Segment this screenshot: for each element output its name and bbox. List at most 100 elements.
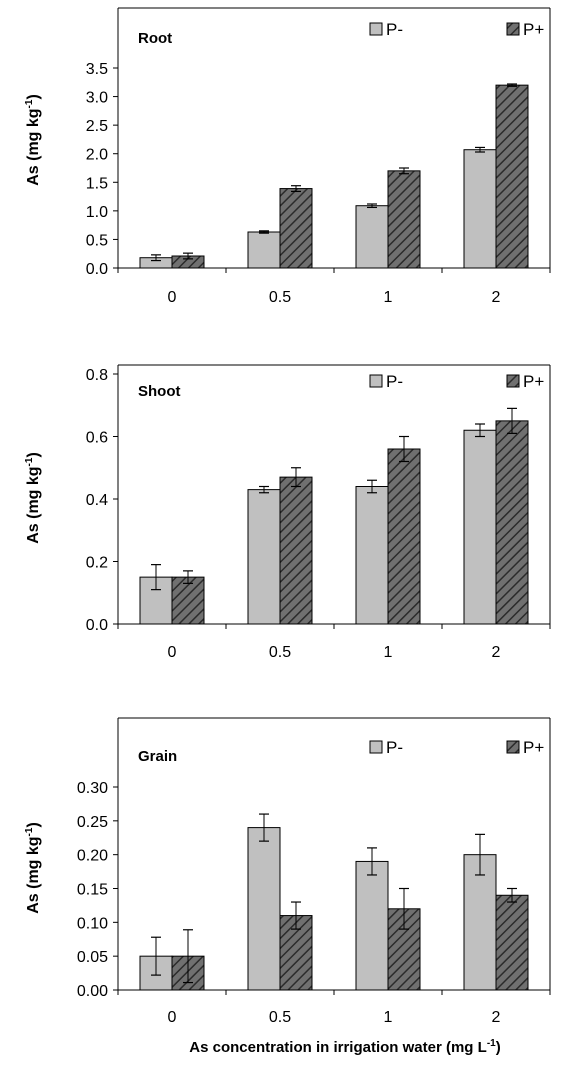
x-tick-label: 0.5 [269, 1009, 291, 1026]
y-axis-label: As (mg kg-1) [24, 452, 42, 544]
bar-pplus-2 [495, 84, 529, 269]
y-axis-label-sup: -1 [24, 457, 35, 466]
bar-pminus-2 [463, 149, 497, 269]
legend-item-p-plus: P+ [506, 20, 544, 39]
x-tick-label: 2 [492, 289, 501, 306]
bar-pplus-2 [495, 420, 529, 625]
error-bar [399, 167, 409, 175]
error-bar [291, 467, 301, 488]
x-axis-label: As concentration in irrigation water (mg… [189, 1038, 500, 1056]
legend-label: P+ [523, 20, 544, 39]
legend-swatch [369, 374, 383, 388]
error-bar [259, 230, 269, 234]
legend-item-p-minus: P- [369, 738, 403, 757]
y-tick-label: 0.05 [77, 949, 108, 966]
y-tick-label: 0.8 [86, 367, 108, 384]
legend-item-p-minus: P- [369, 372, 403, 391]
legend-swatch [506, 22, 520, 36]
bar-pminus-0.5 [247, 827, 281, 991]
panel-title: Grain [138, 748, 177, 765]
bar-pminus-1 [355, 205, 389, 269]
y-axis-label-end: ) [25, 822, 42, 827]
y-tick-label: 0.2 [86, 555, 108, 572]
bar-pminus-2 [463, 854, 497, 991]
x-tick-label: 1 [384, 1009, 393, 1026]
legend-item-p-minus: P- [369, 20, 403, 39]
bar-pplus-1 [387, 448, 421, 625]
error-bar [291, 901, 301, 930]
legend-swatch [506, 374, 520, 388]
error-bar [475, 146, 485, 153]
error-bar [183, 929, 193, 984]
x-tick-label: 0 [168, 289, 177, 306]
error-bar [507, 407, 517, 434]
bar-pminus-2 [463, 429, 497, 625]
error-bar [367, 203, 377, 209]
bar-pminus-0.5 [247, 489, 281, 625]
y-tick-label: 0.15 [77, 882, 108, 899]
x-tick-label: 0.5 [269, 289, 291, 306]
bar-pplus-1 [387, 170, 421, 269]
y-axis-label-end: ) [25, 94, 42, 99]
y-axis-label: As (mg kg-1) [24, 822, 42, 914]
chart-panel-shoot: 0.0 0.2 0.4 0.6 0.8 0 0.5 1 2 Shoot P- P+ As (mg kg-… [24, 364, 551, 661]
x-tick-label: 0.5 [269, 644, 291, 661]
legend-swatch [369, 22, 383, 36]
y-axis-label-sup: -1 [24, 99, 35, 108]
error-bar [507, 887, 517, 903]
error-bar [183, 252, 193, 260]
x-tick-label: 2 [492, 1009, 501, 1026]
y-tick-label: 0.25 [77, 814, 108, 831]
error-bar [151, 936, 161, 976]
legend-swatch [506, 740, 520, 754]
bar-pplus-0 [171, 576, 205, 625]
y-tick-label: 0.5 [86, 232, 108, 249]
y-tick-label: 0.4 [86, 492, 108, 509]
y-axis-label-sup: -1 [24, 827, 35, 836]
x-tick-label: 2 [492, 644, 501, 661]
bar-pplus-0.5 [279, 476, 313, 625]
y-tick-label: 1.0 [86, 204, 108, 221]
error-bar [367, 847, 377, 876]
y-tick-label: 0.30 [77, 780, 108, 797]
bar-pplus-2 [495, 894, 529, 991]
legend-label: P+ [523, 738, 544, 757]
y-axis-label-main: As (mg kg [25, 466, 42, 543]
x-tick-label: 1 [384, 289, 393, 306]
error-bar [259, 485, 269, 494]
legend-item-p-plus: P+ [506, 738, 544, 757]
legend-label: P- [386, 20, 403, 39]
y-tick-label: 1.5 [86, 175, 108, 192]
error-bar [507, 83, 517, 87]
bar-pplus-0.5 [279, 188, 313, 269]
legend-label: P- [386, 738, 403, 757]
x-axis-label-sup: -1 [487, 1038, 496, 1049]
bar-pminus-1 [355, 486, 389, 625]
y-tick-label: 0.10 [77, 915, 108, 932]
y-tick-label: 0.6 [86, 430, 108, 447]
legend-item-p-plus: P+ [506, 372, 544, 391]
y-tick-label: 0.20 [77, 848, 108, 865]
x-axis-label-main: As concentration in irrigation water (mg… [189, 1039, 487, 1056]
panel-title: Root [138, 30, 172, 47]
error-bar [367, 479, 377, 494]
y-axis-label-main: As (mg kg [25, 836, 42, 913]
legend-label: P+ [523, 372, 544, 391]
y-tick-label: 2.5 [86, 118, 108, 135]
error-bar [399, 435, 409, 463]
y-axis-label-end: ) [25, 452, 42, 457]
error-bar [475, 423, 485, 438]
y-tick-label: 0.00 [77, 983, 108, 1000]
legend-label: P- [386, 372, 403, 391]
bar-pminus-0.5 [247, 231, 281, 269]
y-axis-label: As (mg kg-1) [24, 94, 42, 186]
error-bar [291, 185, 301, 193]
error-bar [259, 813, 269, 842]
x-tick-label: 0 [168, 644, 177, 661]
chart-panel-root: 0.0 0.5 1.0 1.5 2.0 2.5 3.0 3.5 0 0.5 1 2 Root P- P+ As… [24, 7, 551, 306]
error-bar [151, 254, 161, 262]
panel-title: Shoot [138, 383, 181, 400]
error-bar [475, 833, 485, 876]
y-axis-label-main: As (mg kg [25, 108, 42, 185]
